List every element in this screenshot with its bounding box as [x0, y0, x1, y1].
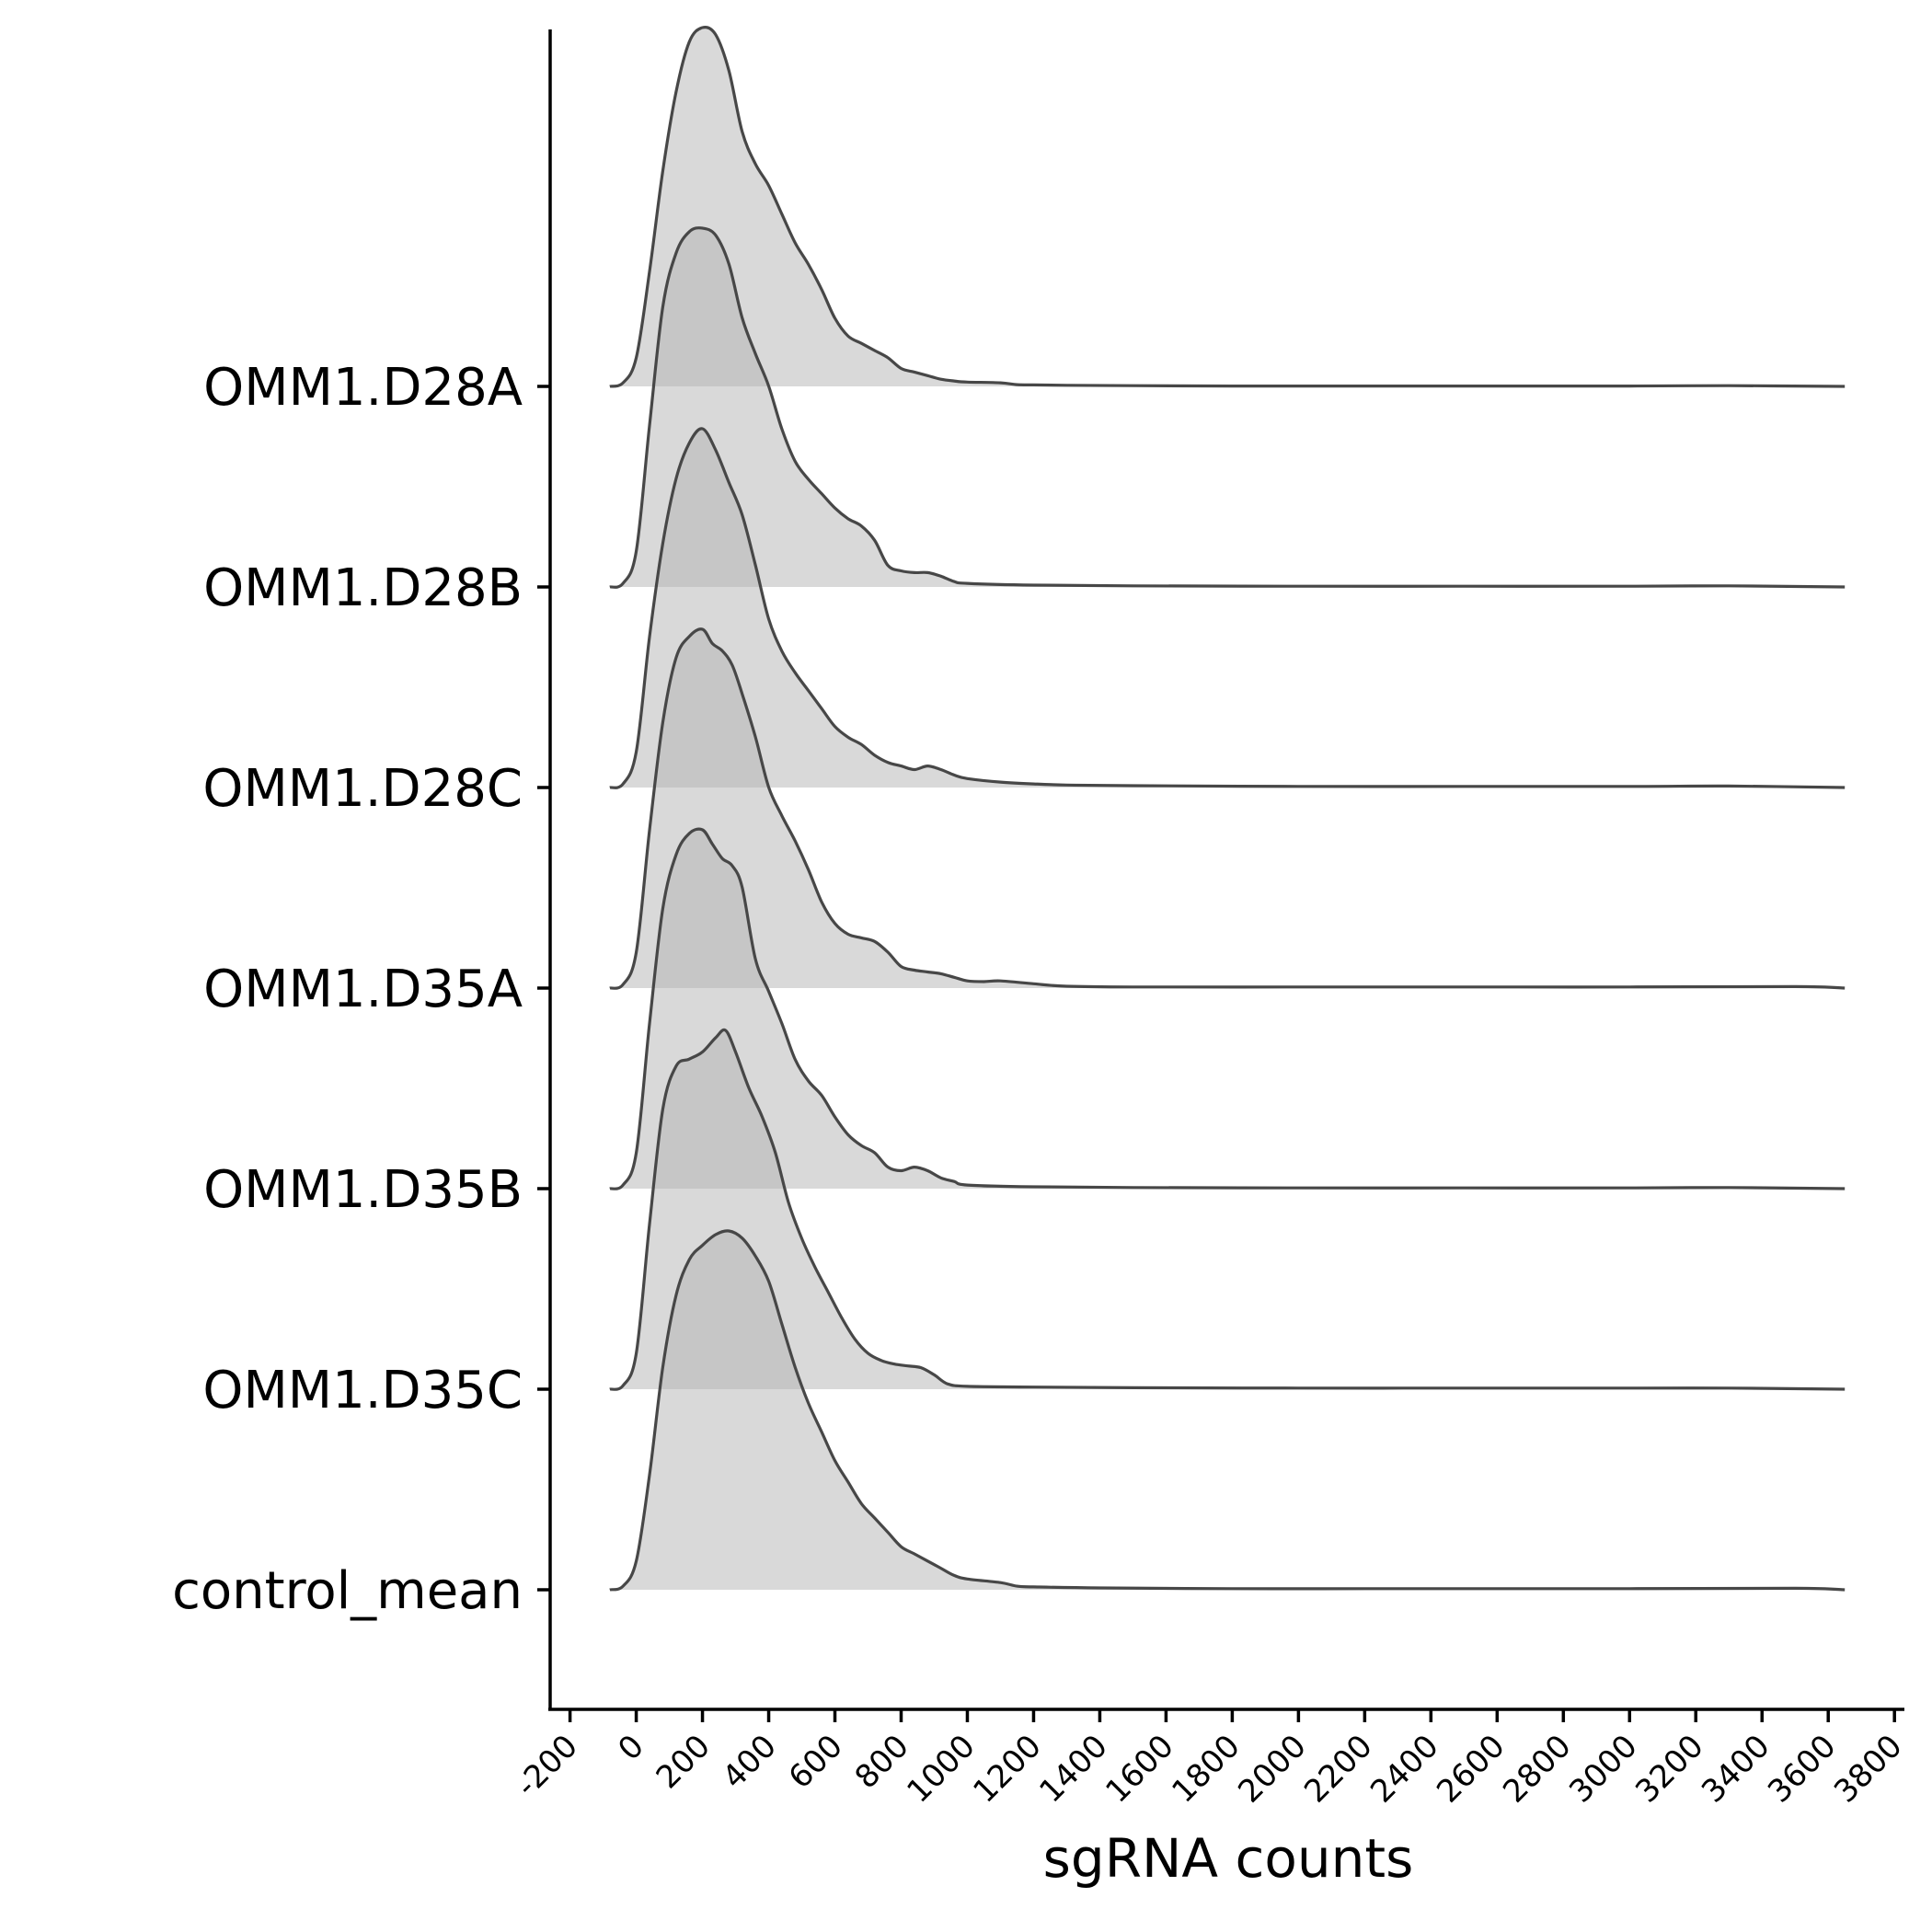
y-tick-label: OMM1.D35A: [203, 960, 523, 1019]
ridge-fill: [609, 27, 1846, 386]
x-tick-label: -200: [509, 1728, 585, 1804]
x-axis: -200 020040060080010001200140016001800200…: [509, 1709, 1910, 1811]
x-tick-label: 3400: [1695, 1728, 1777, 1810]
x-tick-label: 200: [650, 1728, 718, 1796]
x-tick-label: 2600: [1430, 1728, 1512, 1810]
x-tick-label: 1400: [1032, 1728, 1114, 1810]
x-tick-label: 0: [611, 1728, 651, 1768]
ridges: [609, 25, 1846, 1592]
x-axis-title: sgRNA counts: [1043, 1827, 1414, 1890]
ridge-line: [609, 627, 1846, 990]
x-tick-label: 1600: [1098, 1728, 1180, 1810]
x-tick-label: 3200: [1628, 1728, 1710, 1810]
y-axis: OMM1.D28A OMM1.D28B OMM1.D28C OMM1.D35A OMM1…: [172, 358, 550, 1621]
ridge-control_mean: [609, 1229, 1846, 1592]
ridge-line: [609, 25, 1846, 388]
x-tick-label: 1800: [1165, 1728, 1247, 1810]
x-tick-label: 1200: [966, 1728, 1048, 1810]
ridge-line: [609, 1028, 1846, 1391]
x-tick-label: 1000: [900, 1728, 982, 1810]
y-tick-label: OMM1.D35C: [202, 1361, 523, 1420]
x-tick-label: 2000: [1231, 1728, 1313, 1810]
x-tick-label: 2200: [1297, 1728, 1379, 1810]
ridge-OMM1.D28A: [609, 25, 1846, 388]
y-tick-label: OMM1.D28B: [203, 558, 523, 618]
x-tick-label: 3600: [1761, 1728, 1843, 1810]
y-tick-label: OMM1.D28A: [203, 358, 523, 418]
x-tick-label: 3800: [1827, 1728, 1909, 1810]
ridge-fill: [609, 1230, 1846, 1590]
ridge-line: [609, 427, 1846, 789]
x-tick-label: 2400: [1363, 1728, 1445, 1810]
y-tick-label: control_mean: [172, 1561, 523, 1621]
y-tick-label: OMM1.D35B: [203, 1160, 523, 1220]
x-tick-label: 2800: [1496, 1728, 1578, 1810]
ridge-line: [609, 827, 1846, 1190]
y-tick-label: OMM1.D28C: [202, 759, 523, 819]
x-tick-label: 400: [716, 1728, 784, 1796]
x-tick-label: 600: [782, 1728, 850, 1796]
ridge-line: [609, 226, 1846, 589]
x-tick-label: 3000: [1562, 1728, 1644, 1810]
ridge-line: [609, 1229, 1846, 1592]
